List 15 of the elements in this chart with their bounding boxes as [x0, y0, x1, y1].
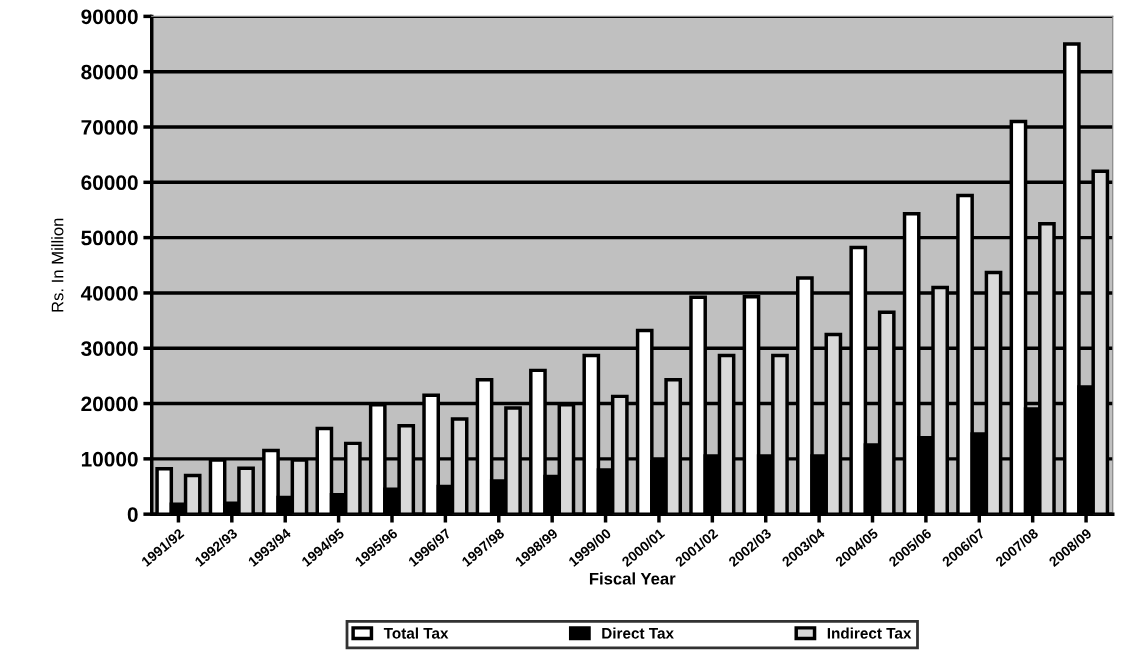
- legend-label: Total Tax: [383, 627, 449, 639]
- y-tick-label: 0: [127, 507, 138, 522]
- legend-label: Indirect Tax: [827, 627, 912, 639]
- y-tick-label: 10000: [81, 451, 138, 467]
- y-tick-label: 80000: [81, 64, 138, 80]
- x-axis-title: Fiscal Year: [589, 572, 676, 585]
- legend-label: Direct Tax: [602, 627, 674, 639]
- y-tick-label: 20000: [81, 396, 138, 412]
- y-tick-label: 50000: [81, 230, 138, 246]
- y-tick-label: 90000: [81, 9, 138, 25]
- y-tick-label: 60000: [81, 175, 138, 191]
- y-tick-label: 70000: [81, 120, 138, 135]
- y-tick-label: 30000: [81, 341, 138, 357]
- y-tick-label: 40000: [80, 285, 138, 301]
- y-axis-title: Rs. In Million: [51, 218, 64, 312]
